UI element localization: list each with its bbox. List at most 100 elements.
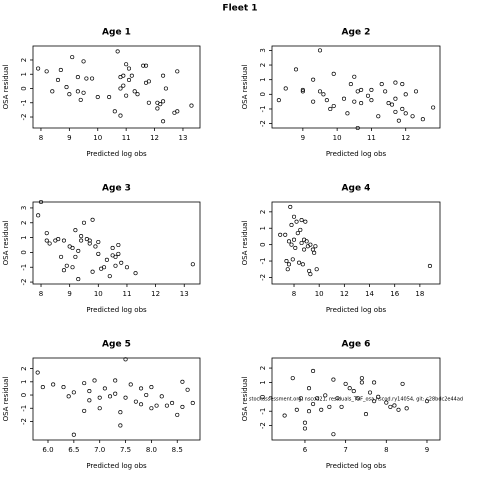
y-tick-label: 1: [259, 77, 267, 81]
point: [427, 263, 432, 269]
point: [118, 410, 123, 415]
point: [61, 238, 66, 243]
y-tick-label: -1: [259, 258, 267, 265]
point: [424, 399, 430, 404]
y-tick-label: -2: [20, 418, 28, 425]
y-tick-label: 0: [259, 395, 267, 399]
point: [347, 386, 352, 391]
point: [343, 381, 348, 386]
point: [311, 401, 316, 407]
y-axis-label: OSA residual: [241, 65, 249, 110]
point: [64, 85, 69, 90]
point: [81, 220, 87, 225]
y-tick-label: -1: [20, 99, 28, 106]
y-tick-label: 1: [20, 72, 28, 76]
point: [87, 398, 92, 403]
panel-title: Age 3: [102, 184, 131, 194]
point: [73, 254, 78, 259]
y-tick-label: 0: [259, 242, 267, 246]
point: [283, 86, 288, 91]
point: [61, 385, 66, 390]
x-tick-label: 18: [415, 290, 424, 298]
point: [159, 394, 164, 399]
point: [372, 380, 377, 385]
point: [311, 368, 316, 373]
point: [291, 237, 297, 242]
point: [317, 48, 323, 53]
point: [55, 77, 61, 82]
point: [282, 413, 287, 418]
point: [161, 73, 166, 78]
y-tick-label: -2: [259, 120, 267, 127]
point: [355, 125, 360, 131]
x-tick-label: 6.0: [42, 446, 53, 454]
point: [90, 76, 95, 81]
point: [323, 393, 328, 398]
y-tick-label: -2: [259, 422, 267, 429]
point: [286, 239, 292, 244]
y-tick-label: 3: [259, 48, 267, 52]
point: [311, 99, 316, 104]
point: [35, 370, 40, 375]
y-tick-label: 2: [20, 221, 28, 225]
point: [293, 245, 298, 250]
panel-title: Age 2: [342, 28, 371, 38]
point: [70, 245, 75, 251]
point: [155, 106, 160, 111]
point: [161, 119, 166, 124]
point: [328, 106, 333, 112]
x-tick-label: 12: [401, 134, 410, 142]
y-tick-label: 2: [259, 210, 267, 214]
point: [190, 400, 195, 406]
point: [383, 89, 388, 94]
point: [339, 404, 344, 409]
x-tick-label: 7: [343, 446, 347, 454]
point: [352, 74, 357, 79]
point: [107, 95, 112, 100]
point: [113, 254, 118, 259]
point: [36, 213, 41, 218]
plot-frame: [32, 45, 201, 129]
point: [102, 386, 107, 391]
point: [175, 412, 180, 417]
point: [81, 90, 86, 95]
point: [304, 239, 309, 244]
point: [133, 271, 138, 276]
point: [73, 228, 78, 233]
point: [133, 399, 138, 404]
point: [331, 377, 336, 382]
point: [396, 407, 401, 412]
x-axis-label: Predicted log obs: [86, 462, 147, 470]
point: [124, 265, 130, 270]
point: [38, 199, 44, 205]
x-tick-label: 10: [93, 134, 102, 142]
point: [81, 59, 86, 64]
point: [135, 92, 140, 97]
point: [302, 420, 307, 425]
point: [285, 267, 290, 272]
point: [283, 232, 288, 237]
point: [71, 390, 76, 395]
point: [404, 406, 409, 411]
point: [327, 404, 332, 409]
point: [384, 400, 389, 405]
point: [359, 380, 364, 385]
y-tick-label: 1: [259, 380, 267, 384]
point: [302, 247, 307, 252]
point: [300, 87, 305, 92]
point: [118, 113, 123, 118]
point: [393, 109, 398, 114]
point: [67, 92, 72, 97]
point: [376, 114, 381, 119]
x-tick-label: 8.0: [146, 446, 157, 454]
point: [139, 402, 144, 407]
point: [369, 98, 374, 103]
point: [93, 244, 98, 249]
x-tick-label: 9: [425, 446, 429, 454]
y-tick-label: 0: [20, 393, 28, 397]
panel-title: Age 1: [102, 28, 131, 38]
point: [164, 403, 169, 408]
point: [139, 386, 144, 391]
point: [121, 83, 126, 88]
